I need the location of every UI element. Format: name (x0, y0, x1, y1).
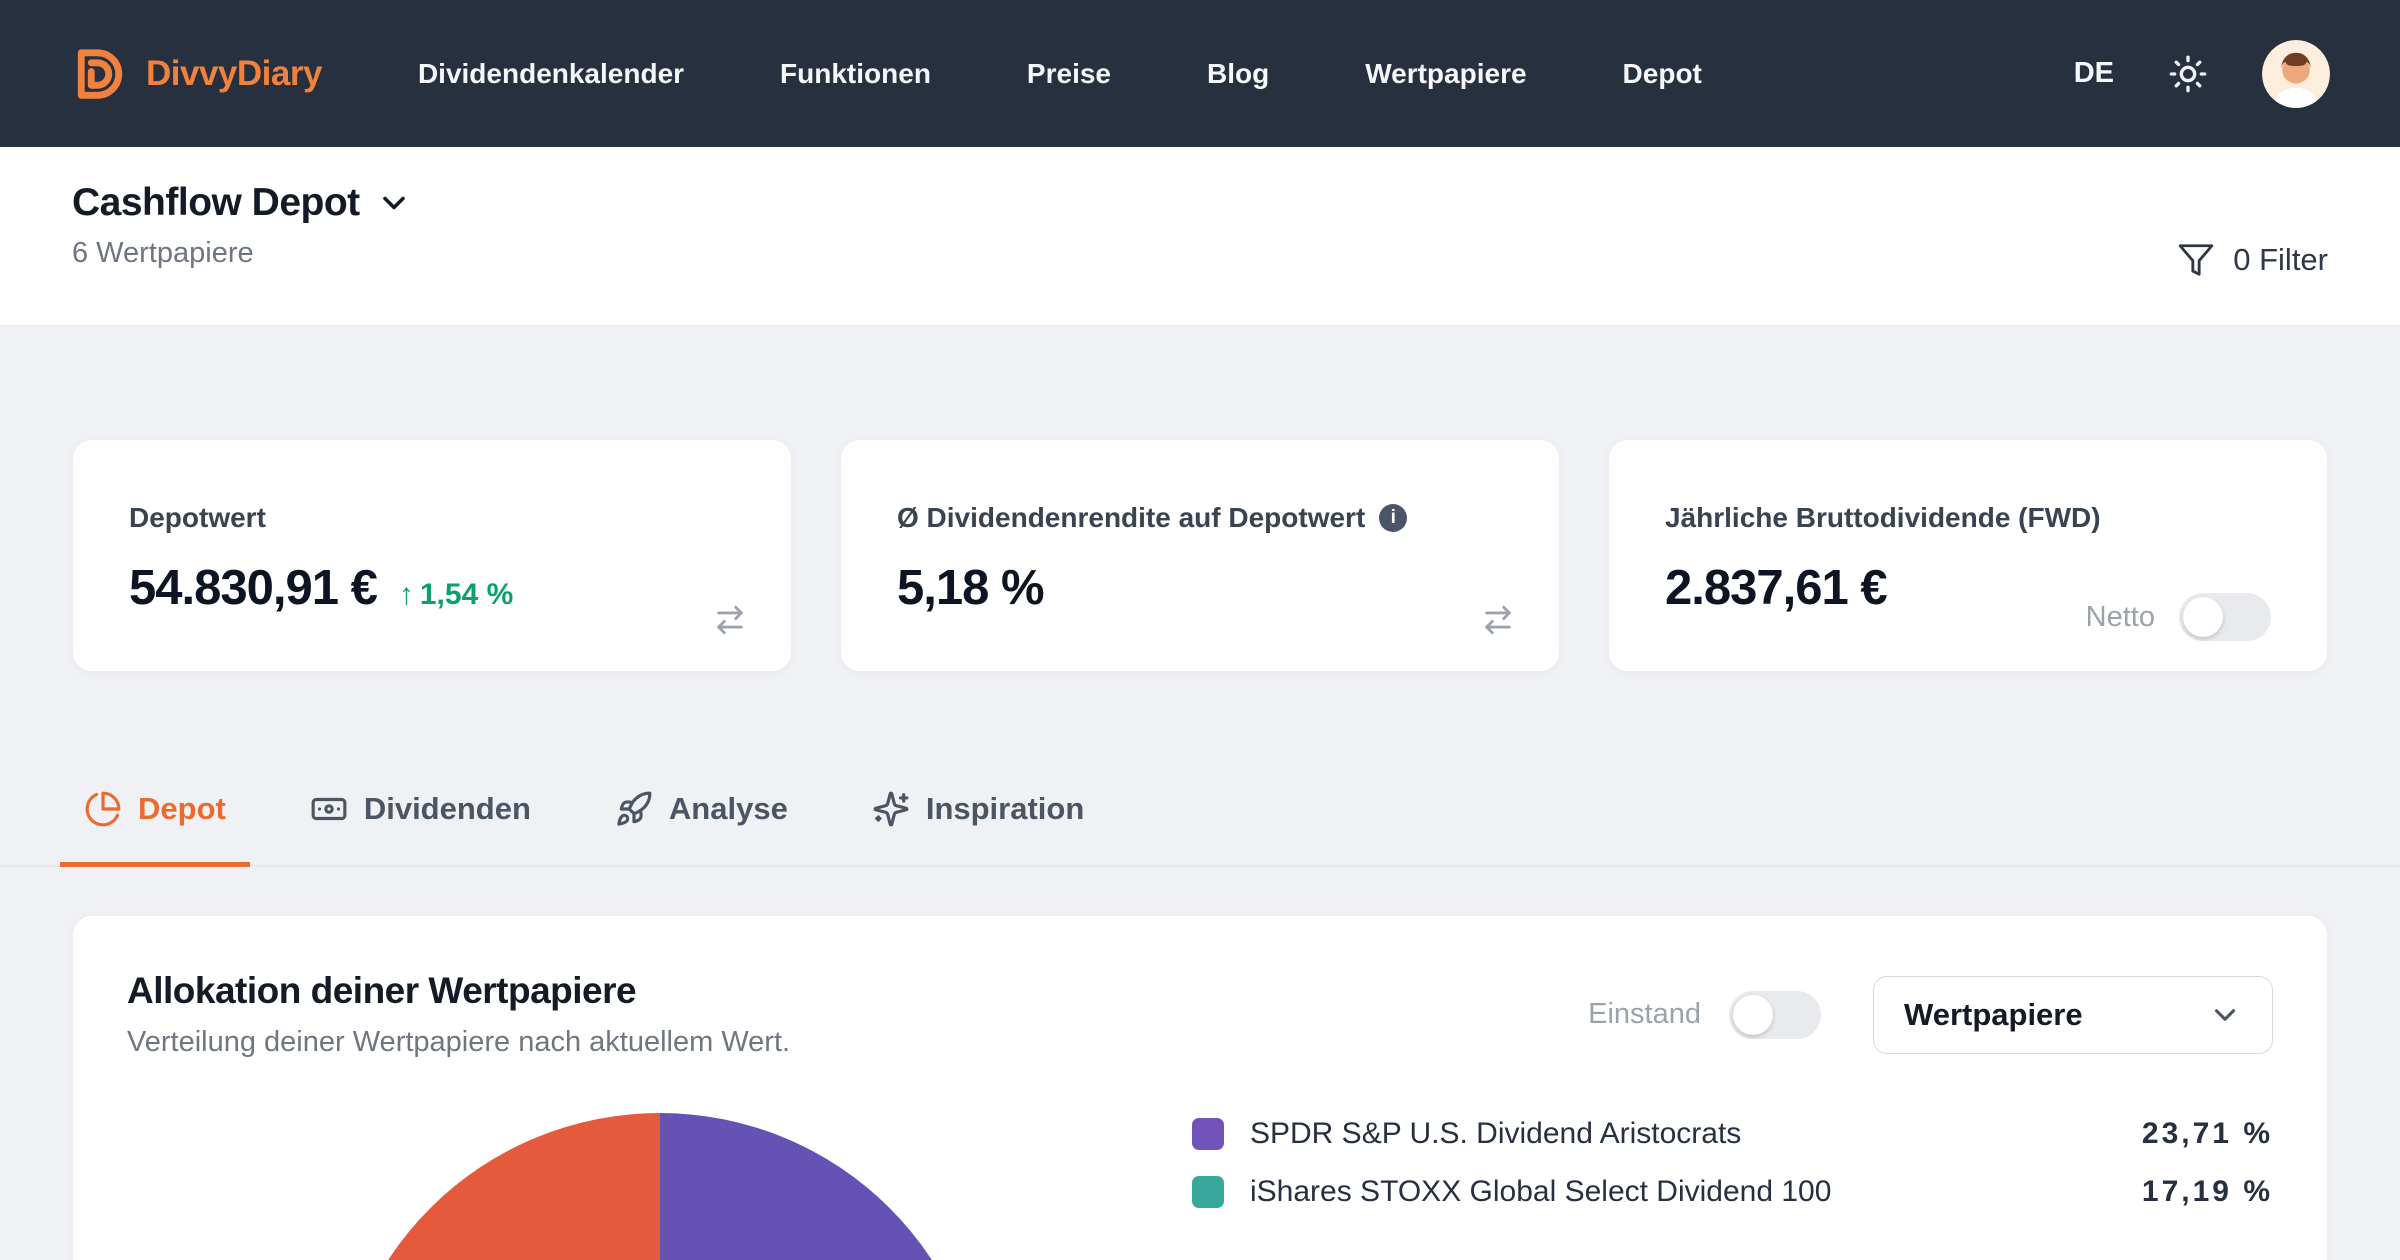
stat-card-depotwert: Depotwert 54.830,91 € ↑ 1,54 % (72, 439, 792, 672)
nav-preise[interactable]: Preise (1026, 57, 1111, 89)
up-arrow-icon: ↑ (398, 578, 414, 611)
netto-label: Netto (2085, 600, 2155, 633)
sparkles-icon (873, 791, 909, 827)
theme-toggle-button[interactable] (2168, 54, 2208, 94)
toggle-knob (2183, 597, 2223, 637)
depotwert-label: Depotwert (129, 502, 266, 533)
portfolio-title: Cashflow Depot (72, 181, 360, 224)
chevron-down-icon (2214, 1008, 2236, 1021)
rocket-icon (617, 791, 652, 826)
tab-depot-label: Depot (138, 791, 226, 826)
legend-label: SPDR S&P U.S. Dividend Aristocrats (1250, 1117, 1742, 1150)
netto-toggle-group: Netto (2086, 593, 2271, 641)
swap-metric-icon[interactable] (1481, 603, 1515, 637)
tab-analyse[interactable]: Analyse (591, 790, 812, 867)
user-avatar[interactable] (2262, 39, 2330, 108)
portfolio-header: Cashflow Depot 6 Wertpapiere 0 Filter (0, 147, 2400, 326)
tab-dividenden[interactable]: Dividenden (286, 790, 555, 867)
filter-count-label: 0 Filter (2233, 242, 2328, 277)
toggle-knob (1733, 994, 1773, 1035)
stat-cards-row: Depotwert 54.830,91 € ↑ 1,54 % Ø Dividen… (72, 439, 2328, 672)
allocation-pie[interactable] (334, 1113, 985, 1260)
navbar-right: DE (2073, 39, 2330, 108)
dividendenrendite-label: Ø Dividendenrendite auf Depotwert (897, 502, 1366, 533)
depotwert-value: 54.830,91 € (129, 561, 378, 615)
legend-item[interactable]: SPDR S&P U.S. Dividend Aristocrats 23,71… (1192, 1117, 2273, 1151)
chevron-down-icon (382, 196, 405, 210)
tab-analyse-label: Analyse (668, 791, 788, 826)
nav-blog[interactable]: Blog (1207, 57, 1270, 89)
allocation-legend: SPDR S&P U.S. Dividend Aristocrats 23,71… (1192, 1113, 2273, 1260)
netto-toggle[interactable] (2179, 593, 2271, 641)
filter-button[interactable]: 0 Filter (2177, 241, 2328, 279)
swap-metric-icon[interactable] (713, 603, 747, 637)
pie-chart-icon (85, 791, 121, 827)
legend-swatch (1192, 1118, 1224, 1150)
allocation-subtitle: Verteilung deiner Wertpapiere nach aktue… (127, 1026, 791, 1058)
nav-funktionen[interactable]: Funktionen (780, 57, 931, 89)
brand-name: DivvyDiary (146, 53, 322, 93)
nav-dividendenkalender[interactable]: Dividendenkalender (417, 57, 685, 89)
portfolio-selector[interactable]: Cashflow Depot (72, 181, 2328, 225)
legend-label: iShares STOXX Global Select Dividend 100 (1250, 1175, 1832, 1208)
einstand-label: Einstand (1588, 998, 1701, 1030)
main-content: Depotwert 54.830,91 € ↑ 1,54 % Ø Dividen… (0, 439, 2400, 1260)
allocation-title: Allokation deiner Wertpapiere (127, 970, 637, 1011)
brand-logo[interactable]: DivvyDiary (70, 44, 322, 104)
tab-inspiration[interactable]: Inspiration (848, 790, 1108, 867)
banknote-icon (311, 797, 347, 821)
nav-wertpapiere[interactable]: Wertpapiere (1365, 57, 1527, 89)
tab-depot[interactable]: Depot (60, 790, 250, 867)
legend-value: 23,71 % (2141, 1117, 2273, 1150)
pie-chart-area (127, 1113, 1192, 1260)
grouping-select-value: Wertpapiere (1904, 996, 2083, 1032)
sun-icon (2169, 55, 2207, 92)
avatar-image (2262, 39, 2330, 108)
allocation-card: Allokation deiner Wertpapiere Verteilung… (72, 915, 2328, 1260)
allocation-controls: Einstand Wertpapiere (1588, 975, 2273, 1054)
legend-item[interactable]: iShares STOXX Global Select Dividend 100… (1192, 1175, 2273, 1209)
einstand-toggle[interactable] (1729, 990, 1821, 1039)
language-switcher[interactable]: DE (2073, 57, 2114, 89)
info-icon[interactable]: i (1379, 504, 1408, 532)
portfolio-subtitle: 6 Wertpapiere (72, 237, 254, 269)
main-nav: Dividendenkalender Funktionen Preise Blo… (418, 58, 1702, 90)
bruttodividende-label: Jährliche Bruttodividende (FWD) (1665, 502, 2101, 533)
section-tabs: Depot Dividenden Analyse Inspiration (0, 790, 2400, 867)
depotwert-change-value: 1,54 % (419, 578, 514, 611)
nav-depot[interactable]: Depot (1622, 57, 1702, 89)
legend-swatch (1192, 1176, 1224, 1208)
legend-value: 17,19 % (2141, 1175, 2273, 1208)
funnel-icon (2178, 244, 2214, 276)
stat-card-dividendenrendite: Ø Dividendenrendite auf Depotwert i 5,18… (840, 439, 1560, 672)
grouping-select[interactable]: Wertpapiere (1873, 975, 2273, 1054)
stat-card-bruttodividende: Jährliche Bruttodividende (FWD) 2.837,61… (1608, 439, 2328, 672)
divvydiary-logo-icon (77, 48, 123, 99)
depotwert-change: ↑ 1,54 % (399, 578, 513, 612)
tab-inspiration-label: Inspiration (925, 791, 1085, 826)
tab-dividenden-label: Dividenden (363, 791, 531, 826)
dividendenrendite-value: 5,18 % (897, 561, 1045, 615)
bruttodividende-value: 2.837,61 € (1665, 561, 1888, 615)
allocation-heading-block: Allokation deiner Wertpapiere Verteilung… (127, 970, 790, 1059)
top-navbar: DivvyDiary Dividendenkalender Funktionen… (0, 0, 2400, 147)
